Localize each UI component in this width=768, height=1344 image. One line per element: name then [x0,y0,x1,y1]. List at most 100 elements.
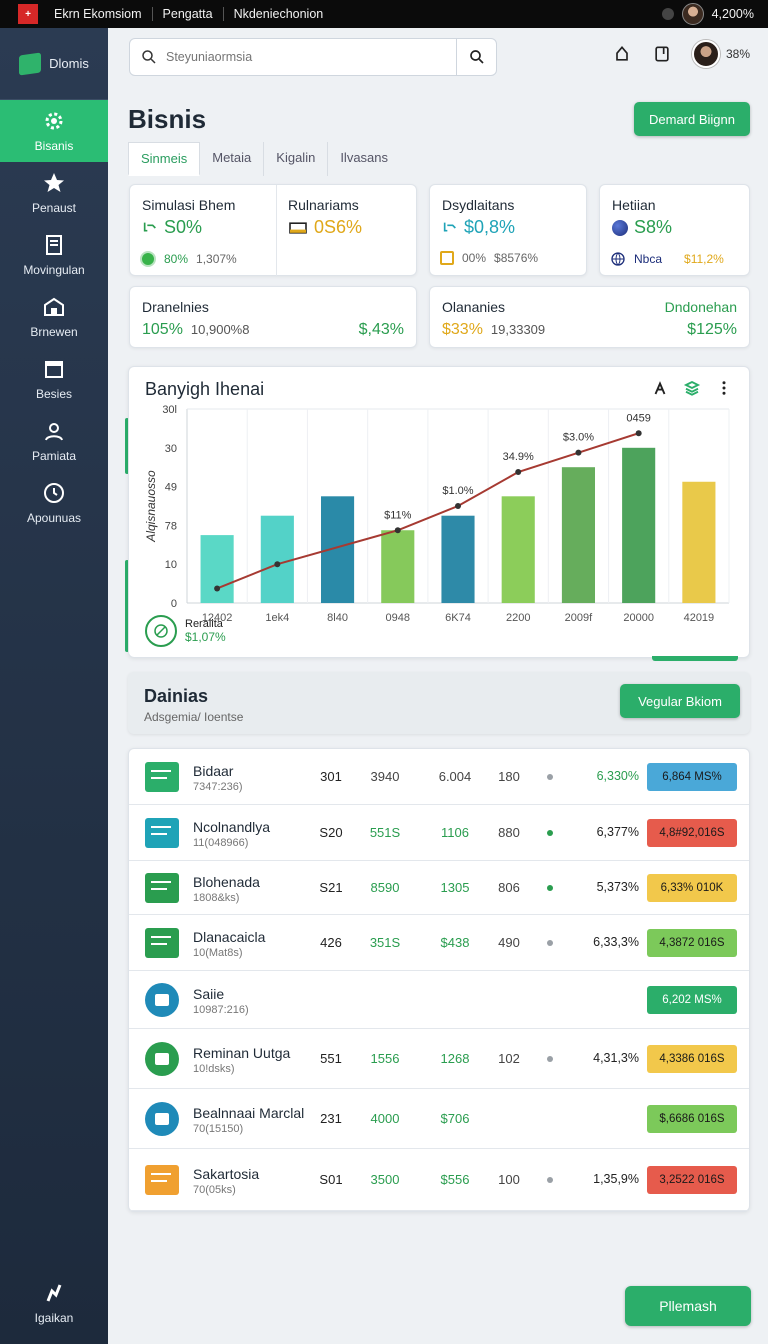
top-bar: + Ekrn Ekomsiom Pengatta Nkdeniechonion … [0,0,768,28]
sidebar-item-movingulan[interactable]: Movingulan [0,224,108,286]
stat-value: 105% 10,900%8 [142,321,250,338]
sidebar-item-bisanis[interactable]: Bisanis [0,100,108,162]
row-badge[interactable]: 6,864 MS% [647,763,737,791]
row-cell: 301 [320,769,342,784]
sidebar-item-besies[interactable]: Besies [0,348,108,410]
row-cell: 8590 [370,880,400,895]
stat-value: $0,8% [442,217,515,238]
row-percent: 1,35,9% [593,1172,639,1186]
tab-sinmeis[interactable]: Sinmeis [128,142,201,176]
trend-point [635,430,642,437]
table-row[interactable]: Bealnnaai Marclal 70(15150) 231 4000 $706 $,6… [129,1089,749,1149]
notification-icon[interactable] [612,44,632,64]
stat-card-group: Simulasi Bhem S0% 80% 1,307% Rulnariams … [129,184,417,277]
sidebar: Dlomis Bisanis Penaust Movingulan Brnewe… [0,28,108,1344]
x-tick-label: 2009f [565,612,593,624]
chart-bar [441,515,475,603]
row-percent: 6,33,3% [593,935,639,949]
table-row[interactable]: Blohenada 1808&ks) S21 8590 1305 806 5,373% 6,3… [129,861,749,915]
support-icon [46,1284,62,1302]
search-bar [129,38,497,76]
tab-kigalin[interactable]: Kigalin [264,142,329,176]
table-row[interactable]: Dlanacaicla 10(Mat8s) 426 351S $438 490 6,33,3… [129,915,749,971]
row-badge[interactable]: 6,33% 010K [647,874,737,902]
list-action-button[interactable]: Vegular Bkiom [620,684,740,718]
y-tick-label: 30l [162,404,177,416]
search-input[interactable] [158,39,456,75]
search-button[interactable] [456,39,496,75]
stack-icon[interactable] [683,379,701,397]
row-badge[interactable]: 4,8#92,016S [647,819,737,847]
sidebar-item-apounuas[interactable]: Apounuas [0,472,108,534]
x-tick-label: 20000 [623,612,654,624]
row-cell: 490 [498,935,520,950]
chart-bar [682,481,716,603]
row-badge[interactable]: 4,3386 016S [647,1045,737,1073]
list-title: Dainias [144,686,209,706]
chart-plot: 0 10 78 49 30 30l Alqisnauosso 12402 1ek4 8l40 094… [144,404,730,624]
row-cell: 1268 [440,1051,470,1066]
table-row[interactable]: Reminan Uutga 10!dsks) 551 1556 1268 102 4,31,… [129,1029,749,1089]
tab-metaia[interactable]: Metaia [200,142,265,176]
search-icon[interactable] [661,8,674,20]
stat-title: Rulnariams [288,197,359,213]
footer-button[interactable]: Pllemash [625,1286,751,1326]
table-row[interactable]: Sakartosia 70(05ks) S01 3500 $556 100 1,35,9% 3… [129,1149,749,1211]
row-code: 10(Mat8s) [193,947,243,959]
app-logo-icon: + [18,4,38,24]
row-name: Bealnnaai Marclal [193,1105,305,1121]
table-row[interactable]: Bidaar 7347:236) 301 3940 6.004 180 6,330% 6,86… [129,749,749,805]
sidebar-item-label: Igaikan [34,1311,74,1325]
user-menu[interactable]: 38% [692,40,750,68]
trend-point [575,449,582,456]
status-dot [547,1056,553,1062]
row-name: Ncolnandlya [193,819,271,835]
row-code: 7347:236) [193,781,243,793]
row-cell: 100 [498,1172,520,1187]
row-name: Saiie [193,986,225,1002]
list-subtitle: Adsgemia/ Ioentse [144,710,244,724]
y-tick-label: 30 [165,443,177,455]
row-cell: 4000 [370,1111,400,1126]
no-entry-icon [145,615,177,647]
legend-name: Reraiita [185,618,223,630]
app-name[interactable]: Ekrn Ekomsiom [44,7,153,21]
legend-value: $1,07% [185,630,226,644]
clock-icon [44,483,64,503]
top-menu-item[interactable]: Nkdeniechonion [233,7,324,21]
y-tick-label: 0 [171,598,177,610]
sidebar-item-brnewen[interactable]: Brnewen [0,286,108,348]
chart-bar [622,447,656,603]
sidebar-brand[interactable]: Dlomis [0,28,108,100]
row-code: 70(05ks) [193,1184,236,1196]
row-badge[interactable]: 3,2522 016S [647,1166,737,1194]
stat-value: S8% [612,217,672,238]
primary-action-button[interactable]: Demard Biignn [634,102,750,136]
sidebar-item-penaust[interactable]: Penaust [0,162,108,224]
table-row[interactable]: Ncolnandlya 11(048966) S20 551S 1106 880 6,377… [129,805,749,861]
table-row[interactable]: Saiie 10987:216) 6,202 MS% [129,971,749,1029]
user-pct: 38% [726,47,751,61]
tab-ilvasans[interactable]: Ilvasans [340,150,389,165]
y-tick-label: 10 [165,559,177,571]
sidebar-item-pamiata[interactable]: Pamiata [0,410,108,472]
avatar[interactable] [681,3,704,25]
status-dot [547,1177,553,1183]
row-name: Blohenada [193,874,260,890]
row-badge[interactable]: 4,3872 016S [647,929,737,957]
sidebar-item-label: Pamiata [31,449,77,463]
data-table: Bidaar 7347:236) 301 3940 6.004 180 6,330% 6,86… [128,748,750,1212]
sidebar-item-igaikan[interactable]: Igaikan [0,1272,108,1334]
stat-title: Dranelnies [142,299,209,315]
more-vertical-icon[interactable] [715,379,733,397]
chart-box-icon [145,1165,179,1195]
data-label: $1.0% [442,485,473,497]
pin-icon[interactable] [651,379,669,397]
sidebar-toggle-icon[interactable] [652,44,672,64]
row-name: Bidaar [193,763,234,779]
row-badge[interactable]: 6,202 MS% [647,986,737,1014]
row-badge[interactable]: $,6686 016S [647,1105,737,1133]
row-cell: 426 [320,935,342,950]
top-menu-item[interactable]: Pengatta [153,7,224,21]
trend-point [394,527,401,534]
